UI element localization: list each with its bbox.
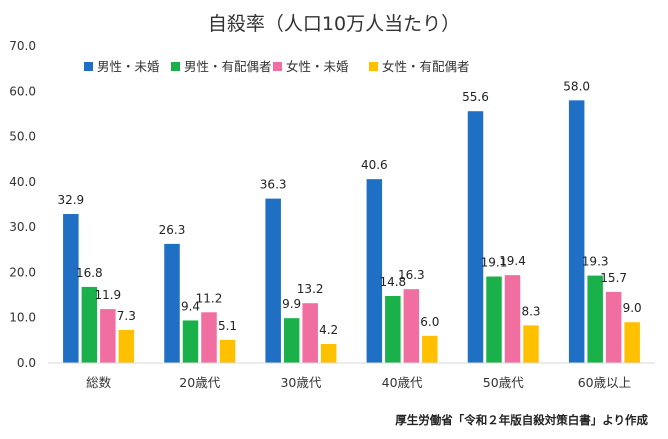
- bar: [504, 275, 521, 363]
- data-label: 4.2: [319, 323, 338, 337]
- bar: [81, 286, 98, 363]
- data-label: 16.8: [76, 266, 103, 280]
- y-tick-label: 60.0: [9, 84, 36, 98]
- legend-swatch: [84, 62, 93, 71]
- data-label: 26.3: [159, 223, 186, 237]
- data-label: 9.4: [181, 299, 200, 313]
- y-axis: 0.0 10.0 20.0 30.0 40.0 50.0 60.0 70.0: [9, 39, 36, 370]
- x-tick-label: 総数: [86, 375, 112, 390]
- y-tick-label: 70.0: [9, 39, 36, 53]
- bars: 32.9 16.8 11.9 7.3 26.3 9.411.2 5.1 36.3 9.913.2…: [57, 79, 642, 363]
- data-label: 15.7: [600, 271, 627, 285]
- data-label: 55.6: [462, 90, 489, 104]
- legend-label: 女性・未婚: [286, 59, 349, 74]
- bar: [486, 276, 502, 363]
- data-label: 11.9: [94, 288, 121, 302]
- bar: [283, 318, 300, 363]
- legend: 男性・未婚 男性・有配偶者 女性・未婚 女性・有配偶者: [84, 59, 470, 74]
- data-label: 9.0: [623, 301, 642, 315]
- data-label: 19.3: [582, 255, 609, 269]
- bar: [100, 309, 116, 363]
- data-label: 11.2: [196, 291, 223, 305]
- x-tick-label: 40歳代: [382, 375, 423, 390]
- data-label: 7.3: [117, 309, 136, 323]
- bar: [63, 214, 79, 363]
- x-tick-label: 20歳代: [179, 375, 220, 390]
- legend-swatch: [171, 62, 180, 71]
- bar: [605, 291, 622, 363]
- bar: [587, 275, 603, 363]
- y-tick-label: 30.0: [9, 220, 36, 234]
- bar: [403, 289, 420, 363]
- data-label: 9.9: [282, 297, 301, 311]
- x-tick-label: 50歳代: [483, 375, 524, 390]
- y-tick-label: 20.0: [9, 265, 36, 279]
- x-axis: 総数 20歳代 30歳代 40歳代 50歳代 60歳以上: [48, 362, 655, 390]
- bar: [302, 303, 318, 363]
- bar: [568, 100, 585, 363]
- chart-title: 自殺率（人口10万人当たり）: [208, 13, 460, 35]
- bar: [366, 179, 383, 363]
- legend-swatch: [369, 62, 378, 71]
- legend-label: 男性・未婚: [97, 59, 160, 74]
- data-label: 58.0: [563, 79, 590, 93]
- bar: [523, 325, 539, 363]
- bar: [201, 312, 217, 363]
- bar: [385, 295, 401, 363]
- bar: [320, 343, 337, 363]
- bar: [265, 198, 281, 363]
- legend-label: 女性・有配偶者: [382, 59, 470, 74]
- legend-swatch: [273, 62, 282, 71]
- x-tick-label: 30歳代: [280, 375, 321, 390]
- x-tick-label: 60歳以上: [578, 375, 631, 390]
- data-label: 8.3: [521, 304, 540, 318]
- legend-label: 男性・有配偶者: [184, 59, 272, 74]
- bar: [182, 320, 199, 363]
- bar: [467, 111, 484, 363]
- bar: [624, 322, 640, 363]
- y-tick-label: 0.0: [17, 356, 36, 370]
- bar: [422, 335, 438, 363]
- data-label: 6.0: [420, 315, 439, 329]
- data-label: 40.6: [361, 158, 388, 172]
- data-label: 13.2: [297, 282, 324, 296]
- data-label: 14.8: [379, 275, 406, 289]
- data-label: 19.1: [481, 256, 508, 270]
- data-label: 36.3: [260, 178, 287, 192]
- y-tick-label: 10.0: [9, 311, 36, 325]
- data-label: 16.3: [398, 268, 425, 282]
- bar: [118, 329, 135, 363]
- data-label: 5.1: [218, 319, 237, 333]
- y-tick-label: 40.0: [9, 175, 36, 189]
- y-tick-label: 50.0: [9, 130, 36, 144]
- bar: [219, 339, 236, 363]
- data-label: 19.4: [499, 254, 526, 268]
- bar: [164, 243, 180, 363]
- data-label: 32.9: [57, 193, 84, 207]
- source-note: 厚生労働省「令和２年版自殺対策白書」より作成: [395, 413, 648, 427]
